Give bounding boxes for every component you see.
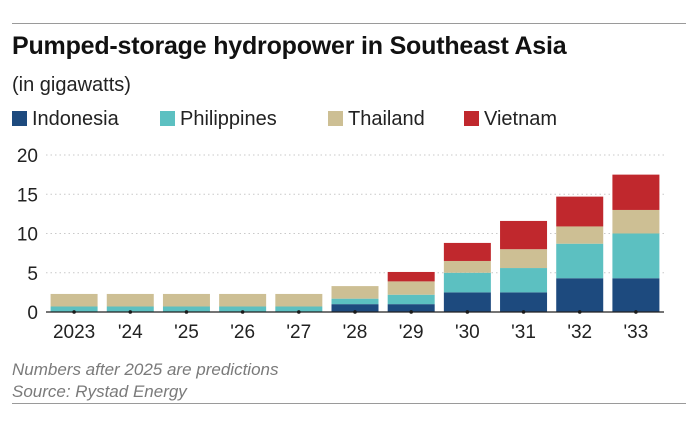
x-tick-label: '33 — [624, 322, 649, 343]
x-tick-label: '27 — [286, 322, 311, 343]
legend-label-vietnam: Vietnam — [484, 108, 558, 130]
bar-segment-philippines — [612, 233, 660, 279]
bar-segment-thailand — [556, 226, 604, 244]
bar-segment-indonesia — [612, 278, 660, 312]
y-tick-label: 0 — [27, 303, 38, 324]
bar-segment-indonesia — [331, 304, 379, 312]
bar-segment-philippines — [500, 268, 548, 293]
bar-segment-philippines — [50, 306, 98, 312]
bar-segment-thailand — [443, 260, 491, 273]
x-tick-label: '29 — [399, 322, 424, 343]
legend-swatch-philippines — [160, 111, 175, 126]
x-tick-label: '28 — [343, 322, 368, 343]
bar-segment-indonesia — [500, 292, 548, 312]
bar-segment-philippines — [219, 306, 267, 312]
legend-label-indonesia: Indonesia — [32, 108, 119, 130]
chart-title: Pumped-storage hydropower in Southeast A… — [12, 32, 567, 60]
bar-segment-thailand — [387, 281, 435, 295]
x-tick-label: '26 — [230, 322, 255, 343]
legend-swatch-thailand — [328, 111, 343, 126]
legend-label-thailand: Thailand — [348, 108, 425, 130]
y-tick-label: 15 — [17, 185, 38, 206]
bar-segment-thailand — [612, 209, 660, 234]
y-tick-label: 20 — [17, 146, 38, 167]
prediction-note: Numbers after 2025 are predictions — [12, 360, 279, 379]
bar-segment-thailand — [162, 293, 210, 307]
bar-segment-vietnam — [500, 220, 548, 250]
bottom-rule — [12, 403, 686, 404]
bar-segment-philippines — [106, 306, 154, 312]
bar-segment-thailand — [50, 293, 98, 307]
x-tick-label: '24 — [118, 322, 143, 343]
chart-subtitle: (in gigawatts) — [12, 74, 131, 96]
bar-segment-philippines — [443, 272, 491, 293]
bar-segment-indonesia — [556, 278, 604, 312]
bar-segment-philippines — [162, 306, 210, 312]
top-rule — [12, 23, 686, 24]
bar-segment-philippines — [556, 243, 604, 279]
legend-swatch-vietnam — [464, 111, 479, 126]
x-tick-label: '25 — [174, 322, 199, 343]
x-tick-label: '31 — [511, 322, 536, 343]
bar-segment-thailand — [331, 286, 379, 299]
bar-segment-thailand — [500, 249, 548, 269]
source-note: Source: Rystad Energy — [12, 382, 187, 401]
bar-segment-philippines — [331, 298, 379, 305]
x-tick-label: '30 — [455, 322, 480, 343]
bar-segment-thailand — [219, 293, 267, 307]
legend-swatch-indonesia — [12, 111, 27, 126]
bar-segment-indonesia — [443, 292, 491, 312]
bar-segment-thailand — [275, 293, 323, 307]
bar-segment-vietnam — [443, 242, 491, 261]
x-tick-label: '32 — [567, 322, 592, 343]
y-tick-label: 5 — [27, 264, 38, 285]
bar-segment-vietnam — [556, 196, 604, 227]
bar-segment-vietnam — [387, 271, 435, 282]
legend-label-philippines: Philippines — [180, 108, 277, 130]
x-tick-label: 2023 — [53, 322, 95, 343]
y-tick-label: 10 — [17, 225, 38, 246]
bar-segment-philippines — [387, 294, 435, 305]
bar-segment-philippines — [275, 306, 323, 312]
stacked-bar-chart: 0 5 10 15 20 2023 '24 '25 '26 '27 '28 '29 '30 '31 '32 '… — [17, 146, 664, 343]
bar-segment-thailand — [106, 293, 154, 307]
bar-segment-vietnam — [612, 174, 660, 210]
bar-segment-indonesia — [387, 304, 435, 312]
